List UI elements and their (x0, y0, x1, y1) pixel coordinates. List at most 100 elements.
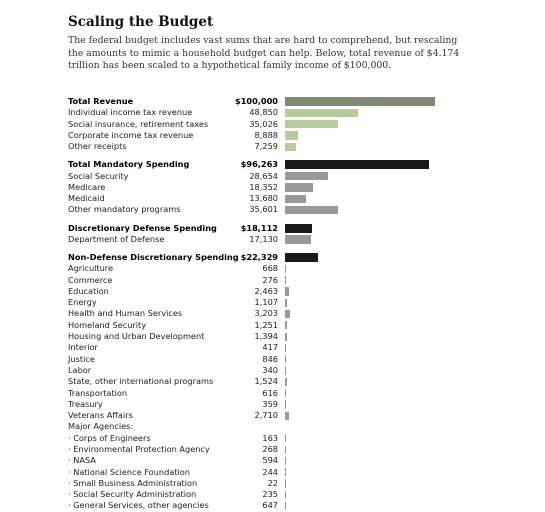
chart-title: Scaling the Budget (68, 14, 214, 30)
bar (285, 321, 287, 330)
row-label: · NASA (68, 455, 96, 466)
bar (285, 389, 287, 398)
row-value: 276 (262, 274, 278, 285)
data-row: Labor 340 (68, 365, 468, 376)
row-label: Medicare (68, 181, 106, 192)
data-row: · Environmental Protection Agency 268 (68, 444, 468, 455)
group-header-row: Total Mandatory Spending $96,263 (68, 159, 468, 170)
data-row: Major Agencies: (68, 421, 468, 432)
row-label: Labor (68, 364, 92, 375)
bar (285, 343, 287, 353)
group-total-bar (285, 223, 313, 233)
row-label: Agriculture (68, 263, 114, 274)
row-value: 17,130 (249, 233, 278, 244)
data-row: Medicaid 13,680 (68, 193, 468, 204)
group-total-bar (285, 160, 430, 170)
bar (285, 298, 287, 307)
data-row: Interior 417 (68, 342, 468, 353)
row-value: 28,654 (249, 170, 278, 181)
group-header-label: Total Revenue (68, 96, 134, 106)
row-label: · Corps of Engineers (68, 432, 151, 443)
data-row: · National Science Foundation 244 (68, 467, 468, 478)
group-header-row: Non-Defense Discretionary Spending $22,32… (68, 252, 468, 263)
row-value: 3,203 (254, 308, 278, 319)
row-value: 1,524 (254, 376, 278, 387)
row-value: 1,394 (254, 331, 278, 342)
bar (285, 235, 311, 244)
row-label: Treasury (68, 398, 103, 409)
data-row: Transportation 616 (68, 388, 468, 399)
data-row: Treasury 359 (68, 399, 468, 410)
bar (285, 366, 287, 375)
data-row: Housing and Urban Development 1,394 (68, 331, 468, 342)
row-value: 340 (262, 364, 278, 375)
data-row: Justice 846 (68, 354, 468, 365)
bar (285, 172, 328, 181)
row-value: 1,251 (254, 319, 278, 330)
group-header-row: Total Revenue $100,000 (68, 96, 468, 107)
data-row: Commerce 276 (68, 275, 468, 286)
bar (285, 355, 287, 364)
group-header-value: $18,112 (240, 222, 278, 233)
row-label: Major Agencies: (68, 421, 134, 432)
group-header-value: $96,263 (240, 159, 278, 170)
row-value: 616 (262, 387, 278, 398)
data-row: Department of Defense 17,130 (68, 234, 468, 245)
data-row: Corporate income tax revenue 8,888 (68, 130, 468, 141)
bar (285, 502, 287, 511)
bar (285, 377, 288, 386)
data-row: Social insurance, retirement taxes 35,026 (68, 119, 468, 130)
row-value: 268 (262, 444, 278, 454)
row-value: 48,850 (249, 107, 278, 118)
data-row: Individual income tax revenue 48,850 (68, 107, 468, 118)
data-row: Homeland Security 1,251 (68, 320, 468, 331)
row-value: 594 (262, 455, 278, 466)
bar (285, 456, 287, 465)
bar (285, 287, 289, 296)
bar (285, 276, 287, 285)
row-label: Veterans Affairs (68, 410, 133, 421)
row-label: Department of Defense (68, 233, 165, 244)
row-label: · Environmental Protection Agency (68, 444, 210, 454)
row-value: 2,710 (254, 410, 278, 421)
row-label: Medicaid (68, 193, 105, 204)
row-value: 35,026 (249, 118, 278, 129)
row-label: Education (68, 285, 109, 296)
row-value: 13,680 (249, 193, 278, 204)
data-row: State, other international programs 1,524 (68, 376, 468, 387)
row-value: 35,601 (249, 204, 278, 215)
row-label: Other receipts (68, 141, 127, 152)
data-row: · Small Business Administration 22 (68, 478, 468, 489)
row-label: Energy (68, 297, 97, 308)
group-header-value: $100,000 (235, 96, 278, 106)
bar (285, 445, 287, 454)
data-row: Energy 1,107 (68, 297, 468, 308)
row-value: 1,107 (254, 297, 278, 308)
data-row: · General Services, other agencies 647 (68, 500, 468, 511)
row-label: State, other international programs (68, 376, 214, 387)
group-header-label: Total Mandatory Spending (68, 159, 190, 170)
row-label: Housing and Urban Development (68, 331, 205, 342)
group-header-label: Non-Defense Discretionary Spending (68, 251, 239, 262)
bar (285, 468, 287, 477)
bar (285, 264, 287, 273)
data-row: Health and Human Services 3,203 (68, 308, 468, 319)
row-value: 235 (262, 489, 278, 500)
row-label: Interior (68, 342, 98, 353)
group-header-label: Discretionary Defense Spending (68, 222, 217, 233)
row-value: 647 (262, 500, 278, 511)
bar (285, 194, 306, 203)
row-value: 22 (267, 477, 278, 488)
row-value: 8,888 (254, 129, 278, 140)
bar (285, 411, 290, 420)
row-label: Social Security (68, 170, 129, 181)
bar (285, 131, 299, 140)
row-label: · General Services, other agencies (68, 500, 209, 511)
row-label: Corporate income tax revenue (68, 129, 194, 140)
bar (285, 400, 287, 409)
row-label: Social insurance, retirement taxes (68, 118, 209, 129)
row-value: 2,463 (254, 285, 278, 296)
data-row: Other mandatory programs 35,601 (68, 204, 468, 215)
data-row: Medicare 18,352 (68, 182, 468, 193)
row-value: 359 (262, 398, 278, 409)
